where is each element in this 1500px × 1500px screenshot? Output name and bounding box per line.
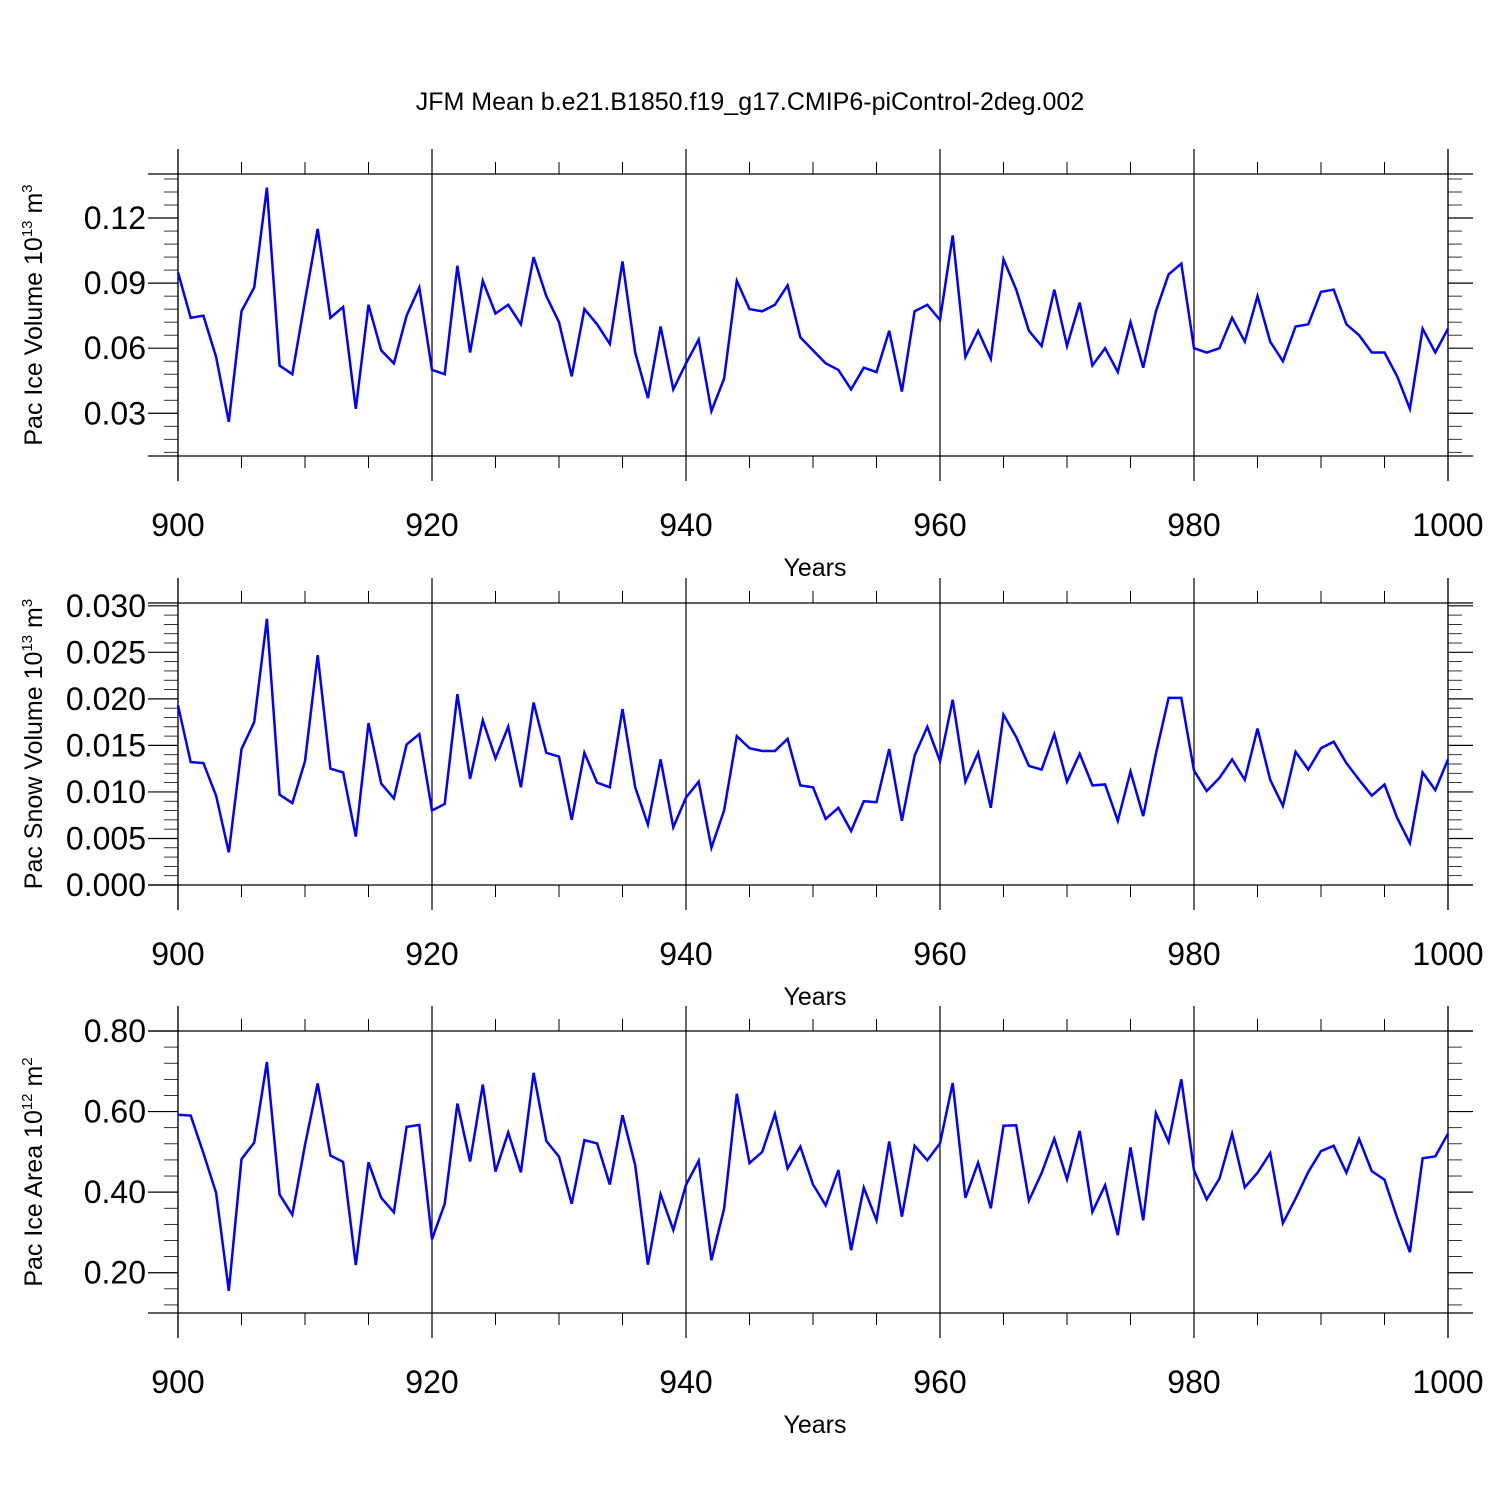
y-tick-label: 0.025: [66, 634, 146, 670]
figure-title: JFM Mean b.e21.B1850.f19_g17.CMIP6-piCon…: [416, 88, 1084, 116]
y-axis-label: Pac Snow Volume 1013 m3: [19, 599, 48, 889]
panel-1: 900 920 940 960 980 1000 0.03 0.06 0.09 0.12 Years…: [19, 149, 1484, 582]
y-axis-label: Pac Ice Volume 1013 m3: [19, 184, 48, 445]
x-tick-label: 980: [1167, 936, 1220, 972]
panel-3: 900 920 940 960 980 1000 0.20 0.40 0.60 0.80 Years…: [19, 1006, 1484, 1439]
x-tick-label: 920: [405, 936, 458, 972]
x-tick-label: 960: [913, 507, 966, 543]
y-tick-label: 0.60: [84, 1094, 146, 1130]
y-tick-label: 0.030: [66, 588, 146, 624]
y-tick-label: 0.000: [66, 867, 146, 903]
x-axis-label: Years: [783, 983, 846, 1011]
x-tick-label: 900: [151, 936, 204, 972]
y-tick-label: 0.015: [66, 727, 146, 763]
x-tick-label: 920: [405, 1364, 458, 1400]
x-tick-label: 1000: [1412, 507, 1483, 543]
series-line: [176, 187, 1450, 423]
x-axis-label: Years: [783, 1411, 846, 1439]
series-line: [177, 1061, 1450, 1291]
x-tick-label: 940: [659, 507, 712, 543]
x-tick-label: 1000: [1412, 936, 1483, 972]
x-tick-label: 980: [1167, 507, 1220, 543]
y-tick-label: 0.020: [66, 681, 146, 717]
y-tick-label: 0.005: [66, 820, 146, 856]
x-tick-label: 940: [659, 936, 712, 972]
x-tick-label: 900: [151, 507, 204, 543]
y-tick-label: 0.09: [84, 265, 146, 301]
y-tick-label: 0.80: [84, 1013, 146, 1049]
series-line: [176, 618, 1450, 853]
y-tick-label: 0.03: [84, 395, 146, 431]
x-axis-label: Years: [783, 554, 846, 582]
panel-2: 900 920 940 960 980 1000 0.000 0.005 0.010 0.015 0…: [19, 578, 1484, 1011]
y-tick-label: 0.40: [84, 1174, 146, 1210]
x-tick-label: 960: [913, 1364, 966, 1400]
y-axis-label: Pac Ice Area 1012 m2: [19, 1057, 48, 1286]
x-tick-label: 980: [1167, 1364, 1220, 1400]
x-tick-label: 900: [151, 1364, 204, 1400]
y-tick-label: 0.20: [84, 1255, 146, 1291]
y-tick-label: 0.06: [84, 330, 146, 366]
y-tick-label: 0.12: [84, 200, 146, 236]
x-tick-label: 940: [659, 1364, 712, 1400]
panels: 900 920 940 960 980 1000 0.03 0.06 0.09 0.12 Years…: [19, 149, 1484, 1439]
x-tick-label: 920: [405, 507, 458, 543]
y-tick-label: 0.010: [66, 774, 146, 810]
x-tick-label: 1000: [1412, 1364, 1483, 1400]
x-tick-label: 960: [913, 936, 966, 972]
